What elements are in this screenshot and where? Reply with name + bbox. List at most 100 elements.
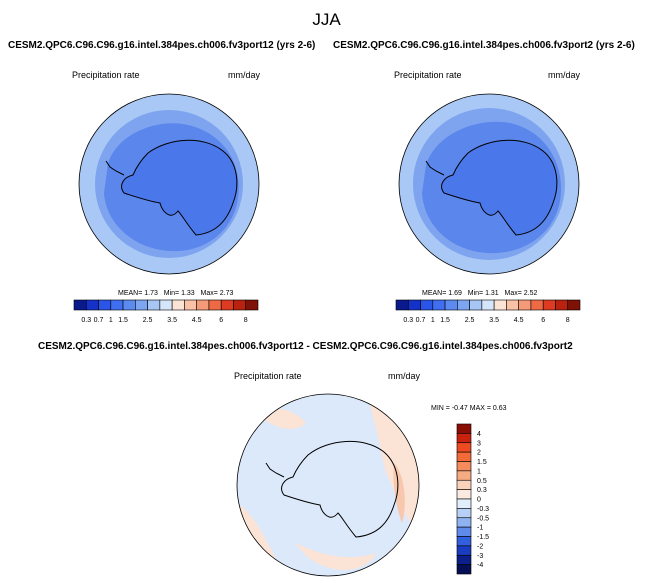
- colorbar-swatch: [456, 554, 472, 565]
- colorbar-swatch: [456, 564, 472, 575]
- diff-title: CESM2.QPC6.C96.C96.g16.intel.384pes.ch00…: [38, 341, 573, 352]
- min-label: Min=: [163, 290, 180, 297]
- panel2-units-label: mm/day: [548, 70, 581, 80]
- colorbar-swatch: [493, 299, 507, 311]
- colorbar-swatch: [73, 299, 87, 311]
- diff-stats: MIN = -0.47 MAX = 0.63: [431, 405, 507, 412]
- colorbar-tick-label: -4: [477, 562, 483, 569]
- colorbar-tick-label: 0.3: [477, 487, 487, 494]
- colorbar-tick-label: 0.5: [477, 478, 487, 485]
- min-value: -0.47: [451, 405, 468, 412]
- colorbar-tick-label: -3: [477, 553, 483, 560]
- colorbar-swatch: [220, 299, 234, 311]
- colorbar-tick-label: 8: [244, 317, 248, 324]
- antarctica-landmass: [441, 140, 557, 235]
- colorbar-swatch: [208, 299, 222, 311]
- antarctica-landmass: [121, 140, 237, 235]
- antarctica-coastline: [121, 139, 238, 236]
- mean-label: MEAN=: [118, 290, 143, 297]
- colorbar-swatch: [171, 299, 185, 311]
- colorbar-tick-label: 1: [431, 317, 435, 324]
- colorbar-swatch: [456, 489, 472, 500]
- colorbar-tick-label: 1.5: [477, 459, 487, 466]
- max-value: 0.63: [492, 405, 507, 412]
- colorbar-swatch: [506, 299, 519, 311]
- min-label: Min=: [467, 290, 484, 297]
- colorbar-tick-label: 1.5: [118, 317, 128, 324]
- colorbar-swatch: [457, 299, 470, 311]
- colorbar-tick-label: 1: [109, 317, 113, 324]
- max-value: 2.52: [523, 290, 538, 297]
- colorbar-swatch: [481, 299, 495, 311]
- min-label: MIN =: [431, 405, 450, 412]
- colorbar-swatch: [555, 299, 569, 311]
- colorbar-tick-label: 1.5: [440, 317, 450, 324]
- colorbar-swatch: [135, 299, 148, 311]
- colorbar-tick-label: 1: [477, 468, 481, 475]
- strong-positive-anomaly-region: [393, 463, 405, 523]
- colorbar-swatch: [407, 299, 421, 311]
- colorbar-swatch: [395, 299, 409, 311]
- colorbar-swatch: [122, 299, 136, 311]
- panel2-stats: MEAN= 1.69 Min= 1.31 Max= 2.52: [422, 290, 537, 297]
- panel2-colorbar: 0.3 0.7 1 1.5 2.5 3.5 4.5 6 8: [395, 299, 581, 324]
- colorbar-swatch: [469, 299, 483, 311]
- panel2-title: CESM2.QPC6.C96.C96.g16.intel.384pes.ch00…: [333, 40, 635, 51]
- colorbar-swatch: [456, 433, 472, 444]
- max-value: 2.73: [219, 290, 234, 297]
- panel1-title: CESM2.QPC6.C96.C96.g16.intel.384pes.ch00…: [8, 40, 316, 51]
- colorbar-swatch: [444, 299, 458, 311]
- colorbar-swatch: [456, 470, 472, 481]
- colorbar-swatch: [456, 517, 472, 528]
- colorbar-tick-label: 8: [566, 317, 570, 324]
- map-border: [398, 93, 580, 275]
- panel1-polar-map: [78, 93, 260, 275]
- antarctic-peninsula-coastline: [105, 160, 125, 176]
- panel2-variable-label: Precipitation rate: [394, 70, 462, 80]
- colorbar-tick-label: 3.5: [167, 317, 177, 324]
- diff-units-label: mm/day: [388, 371, 421, 381]
- colorbar-tick-label: -1.5: [477, 534, 489, 541]
- colorbar-swatch: [85, 299, 99, 311]
- max-label: Max=: [200, 290, 218, 297]
- colorbar-swatch: [196, 299, 210, 311]
- colorbar-tick-label: -2: [477, 543, 483, 550]
- diff-base-region: [237, 394, 419, 576]
- colorbar-swatch: [456, 451, 472, 462]
- map-border: [236, 393, 420, 577]
- colorbar-swatch: [98, 299, 112, 311]
- antarctic-peninsula-coastline: [425, 160, 445, 176]
- colorbar-tick-label: 2.5: [465, 317, 475, 324]
- colorbar-tick-label: 0.7: [94, 317, 104, 324]
- colorbar-swatch: [518, 299, 532, 311]
- diff-polar-map: [236, 393, 420, 577]
- colorbar-swatch: [456, 526, 472, 537]
- colorbar-swatch: [159, 299, 173, 311]
- max-label: MAX =: [469, 405, 491, 412]
- panel1-colorbar: 0.3 0.7 1 1.5 2.5 3.5 4.5 6 8: [73, 299, 259, 324]
- colorbar-tick-label: 0.7: [416, 317, 426, 324]
- colorbar-tick-label: 6: [541, 317, 545, 324]
- colorbar-swatch: [245, 299, 259, 311]
- diff-variable-label: Precipitation rate: [234, 371, 302, 381]
- colorbar-swatch: [420, 299, 434, 311]
- colorbar-tick-label: -0.5: [477, 515, 489, 522]
- colorbar-swatch: [456, 508, 472, 519]
- diff-colorbar: 4 3 2 1.5 1 0.5 0.3 0 -0.3 -0.5 -1 -1.5 -2 -3 -4: [456, 423, 489, 575]
- colorbar-swatch: [456, 479, 472, 490]
- colorbar-tick-label: 4.5: [192, 317, 202, 324]
- mean-value: 1.73: [144, 290, 158, 297]
- min-value: 1.33: [181, 290, 195, 297]
- panel1-units-label: mm/day: [228, 70, 261, 80]
- colorbar-swatch: [456, 423, 472, 434]
- colorbar-tick-label: 3.5: [489, 317, 499, 324]
- antarctic-peninsula-coastline: [265, 462, 285, 478]
- colorbar-tick-label: 4: [477, 431, 481, 438]
- colorbar-tick-label: -0.3: [477, 506, 489, 513]
- antarctica-coastline: [441, 139, 558, 236]
- min-value: 1.31: [485, 290, 499, 297]
- max-label: Max=: [504, 290, 522, 297]
- colorbar-swatch: [542, 299, 556, 311]
- colorbar-tick-label: 0.3: [81, 317, 91, 324]
- colorbar-swatch: [184, 299, 197, 311]
